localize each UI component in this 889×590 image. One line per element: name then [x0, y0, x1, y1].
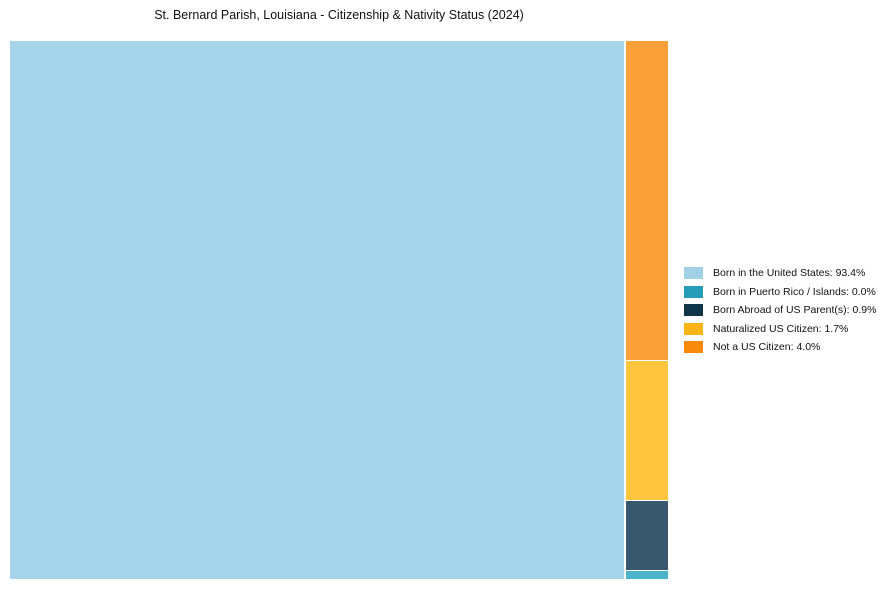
treemap-segment-naturalized-us-citizen[interactable] [626, 361, 668, 501]
treemap-segment-born-in-the-united-states[interactable] [10, 41, 624, 579]
chart-title: St. Bernard Parish, Louisiana - Citizens… [154, 8, 524, 22]
legend-swatch-icon [684, 304, 703, 317]
legend-label: Naturalized US Citizen: 1.7% [713, 322, 849, 335]
legend-item-born-in-puerto-rico-islands[interactable]: Born in Puerto Rico / Islands: 0.0% [684, 285, 876, 298]
legend-swatch-icon [684, 285, 703, 298]
treemap-segment-born-in-puerto-rico-islands[interactable] [626, 570, 668, 579]
legend-label: Born in Puerto Rico / Islands: 0.0% [713, 285, 876, 298]
legend-item-not-a-us-citizen[interactable]: Not a US Citizen: 4.0% [684, 341, 876, 354]
legend-item-born-abroad-of-us-parent-s[interactable]: Born Abroad of US Parent(s): 0.9% [684, 304, 877, 317]
legend-item-naturalized-us-citizen[interactable]: Naturalized US Citizen: 1.7% [684, 322, 876, 335]
legend-label: Not a US Citizen: 4.0% [713, 341, 821, 354]
treemap-segment-not-a-us-citizen[interactable] [626, 41, 668, 361]
legend-label: Born in the United States: 93.4% [713, 267, 866, 279]
legend-swatch-icon [684, 267, 703, 279]
legend-item-born-in-the-united-states[interactable]: Born in the United States: 93.4% [684, 267, 876, 279]
treemap-segment-born-abroad-of-us-parent-s[interactable] [626, 501, 668, 570]
legend: Born in the United States: 93.4% Born in … [684, 267, 877, 354]
legend-swatch-icon [684, 322, 703, 335]
legend-label: Born Abroad of US Parent(s): 0.9% [713, 304, 877, 317]
legend-swatch-icon [684, 341, 703, 354]
